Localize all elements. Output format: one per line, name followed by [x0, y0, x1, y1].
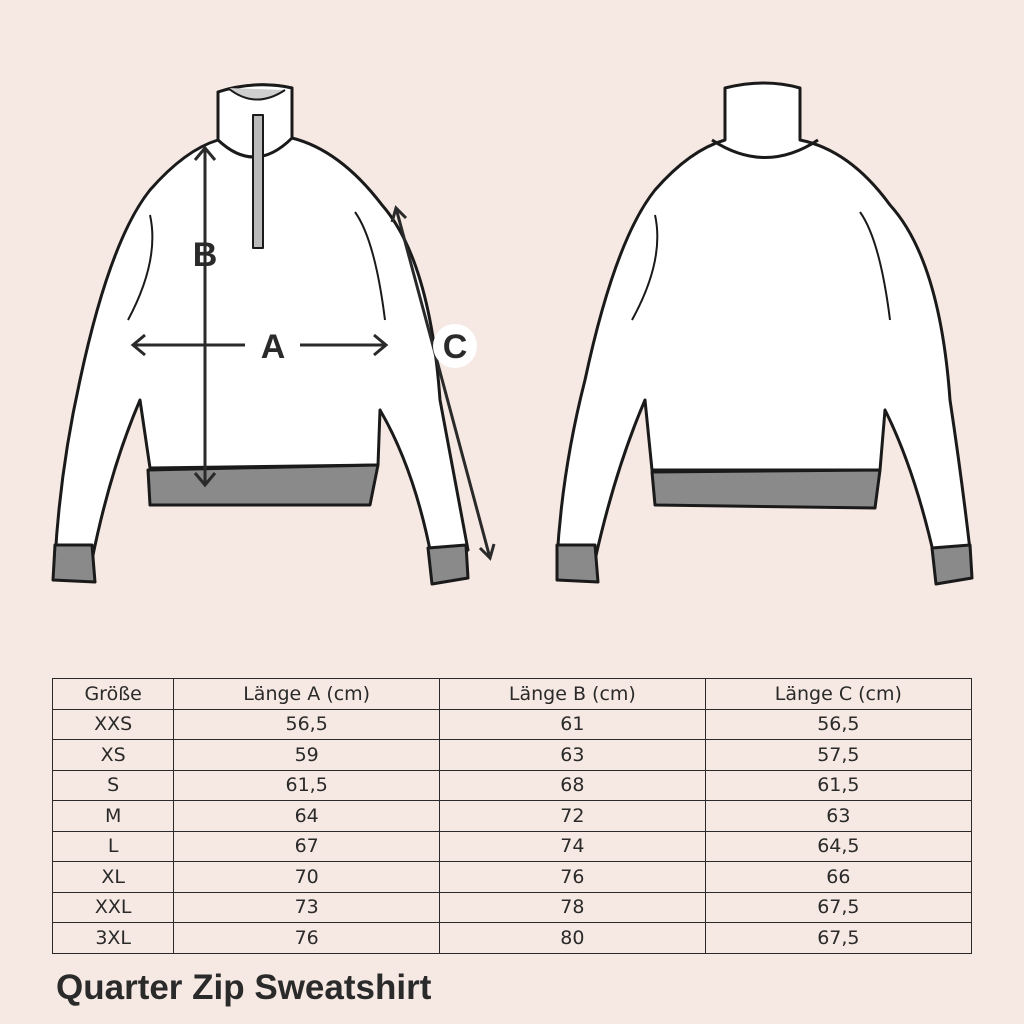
table-cell: 64,5 [704, 830, 973, 862]
table-cell: 80 [439, 922, 706, 954]
table-row: XXL 73 78 67,5 [51, 891, 973, 923]
sweatshirt-diagram: B A C [51, 81, 974, 586]
size-table: Größe Länge A (cm) Länge B (cm) Länge C … [51, 678, 973, 954]
table-row: XS 59 63 57,5 [51, 739, 973, 771]
table-cell: L [51, 830, 175, 862]
label-c: C [443, 328, 468, 366]
header-length-b: Länge B (cm) [439, 678, 706, 710]
table-cell: 59 [173, 739, 440, 771]
table-cell: S [51, 769, 175, 801]
table-cell: 61,5 [173, 769, 440, 801]
table-cell: 64 [173, 800, 440, 832]
table-cell: 78 [439, 891, 706, 923]
table-cell: M [51, 800, 175, 832]
table-cell: 72 [439, 800, 706, 832]
label-b: B [193, 236, 218, 274]
header-size: Größe [51, 678, 175, 710]
table-cell: 74 [439, 830, 706, 862]
measurement-lines [130, 145, 496, 561]
table-cell: XXS [51, 708, 175, 740]
table-cell: 67,5 [704, 891, 973, 923]
table-cell: 73 [173, 891, 440, 923]
table-cell: 57,5 [704, 739, 973, 771]
back-view [555, 81, 974, 586]
table-row: M 64 72 63 [51, 800, 973, 832]
table-row: 3XL 76 80 67,5 [51, 922, 973, 954]
table-header-row: Größe Länge A (cm) Länge B (cm) Länge C … [51, 678, 973, 710]
table-row: S 61,5 68 61,5 [51, 769, 973, 801]
table-cell: 76 [173, 922, 440, 954]
table-row: XXS 56,5 61 56,5 [51, 708, 973, 740]
table-cell: 67 [173, 830, 440, 862]
table-cell: 63 [439, 739, 706, 771]
table-cell: 56,5 [173, 708, 440, 740]
table-cell: XL [51, 861, 175, 893]
header-length-c: Länge C (cm) [704, 678, 973, 710]
table-cell: 56,5 [704, 708, 973, 740]
table-cell: 61 [439, 708, 706, 740]
table-cell: XS [51, 739, 175, 771]
table-cell: 61,5 [704, 769, 973, 801]
table-row: L 67 74 64,5 [51, 830, 973, 862]
front-view [51, 83, 470, 586]
table-cell: 70 [173, 861, 440, 893]
table-cell: XXL [51, 891, 175, 923]
table-cell: 66 [704, 861, 973, 893]
table-cell: 68 [439, 769, 706, 801]
header-length-a: Länge A (cm) [173, 678, 440, 710]
table-cell: 3XL [51, 922, 175, 954]
table-row: XL 70 76 66 [51, 861, 973, 893]
label-a: A [261, 328, 286, 366]
product-title: Quarter Zip Sweatshirt [56, 968, 432, 1007]
table-cell: 67,5 [704, 922, 973, 954]
table-cell: 76 [439, 861, 706, 893]
table-cell: 63 [704, 800, 973, 832]
